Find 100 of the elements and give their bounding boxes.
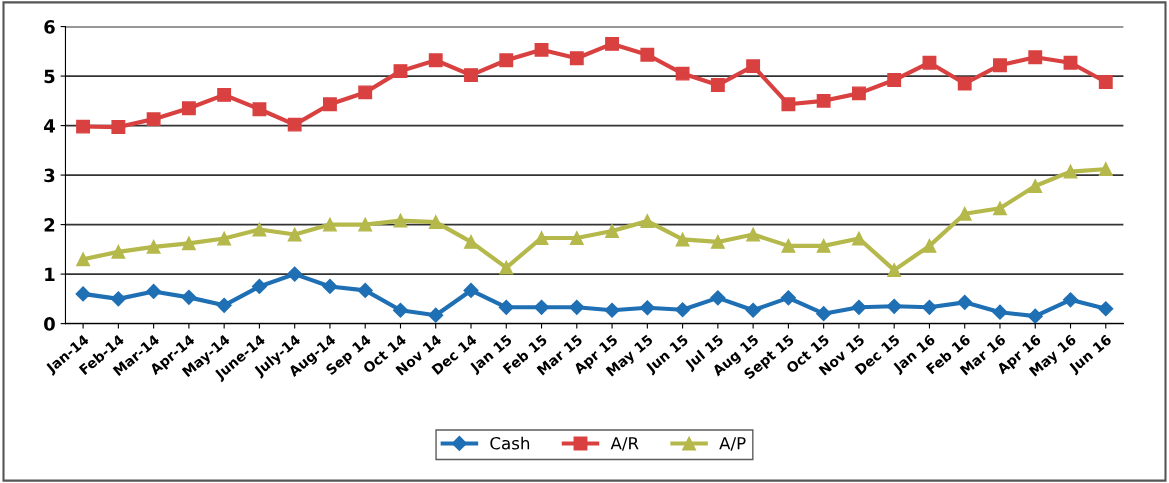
point xyxy=(675,66,690,81)
legend-label: A/P xyxy=(719,437,746,451)
point xyxy=(252,222,267,237)
point xyxy=(75,286,91,302)
point xyxy=(358,85,373,100)
point xyxy=(993,58,1007,73)
point xyxy=(922,238,937,253)
point xyxy=(569,51,584,66)
point xyxy=(1028,50,1043,65)
point xyxy=(392,302,409,318)
point xyxy=(428,53,443,68)
legend-label: A/R xyxy=(610,437,639,451)
point xyxy=(605,36,620,51)
point xyxy=(534,42,549,57)
point xyxy=(533,299,550,315)
point xyxy=(605,224,620,238)
point xyxy=(393,213,408,228)
point xyxy=(1098,75,1113,89)
point xyxy=(569,299,585,315)
point xyxy=(111,244,126,259)
point xyxy=(111,120,126,135)
point xyxy=(710,234,725,249)
point xyxy=(181,236,196,251)
point xyxy=(921,299,938,315)
point xyxy=(1063,55,1078,70)
point xyxy=(357,282,373,299)
y-tick-label: 1 xyxy=(45,267,55,281)
point xyxy=(146,239,161,254)
point xyxy=(464,68,478,83)
point xyxy=(886,298,902,314)
point xyxy=(992,304,1008,320)
point xyxy=(1098,162,1113,177)
point xyxy=(216,297,232,313)
point xyxy=(181,289,197,305)
point xyxy=(993,201,1007,216)
point xyxy=(816,238,831,253)
y-tick-label: 6 xyxy=(44,20,55,34)
point xyxy=(323,97,337,112)
point xyxy=(887,73,902,87)
point xyxy=(428,307,444,323)
point xyxy=(428,215,443,230)
point xyxy=(640,47,655,62)
point xyxy=(887,263,902,278)
y-tick-label: 5 xyxy=(44,69,55,84)
point xyxy=(922,55,937,70)
point xyxy=(640,214,655,229)
point xyxy=(358,217,373,232)
point xyxy=(851,299,867,315)
point xyxy=(957,294,973,310)
point xyxy=(534,231,549,245)
point xyxy=(639,300,655,316)
y-tick-label: 0 xyxy=(44,317,55,331)
point xyxy=(287,227,302,242)
point xyxy=(851,231,866,246)
point xyxy=(464,234,478,249)
point xyxy=(1062,292,1079,308)
point xyxy=(287,266,303,282)
point xyxy=(746,227,761,242)
point xyxy=(957,76,972,91)
point xyxy=(745,302,761,318)
point xyxy=(569,231,584,245)
y-tick-label: 3 xyxy=(44,168,55,183)
legend-label: Cash xyxy=(490,436,530,450)
point xyxy=(1027,308,1043,324)
point xyxy=(181,101,196,116)
point xyxy=(851,86,866,101)
point xyxy=(816,93,831,108)
point xyxy=(463,282,479,299)
point xyxy=(816,306,832,322)
point xyxy=(217,87,232,102)
y-tick-label: 4 xyxy=(43,119,55,133)
point xyxy=(710,290,726,306)
point xyxy=(393,64,408,79)
point xyxy=(1098,301,1114,317)
point xyxy=(746,59,761,74)
point xyxy=(76,119,91,134)
point xyxy=(323,217,337,232)
point xyxy=(498,299,514,315)
point xyxy=(1028,179,1043,193)
point xyxy=(604,302,620,318)
point xyxy=(251,278,267,295)
point xyxy=(146,283,162,300)
point xyxy=(499,53,514,68)
point xyxy=(146,112,161,127)
point xyxy=(217,231,232,246)
point xyxy=(499,260,514,275)
point xyxy=(781,238,796,253)
point xyxy=(110,291,126,307)
point xyxy=(76,252,91,267)
point xyxy=(675,302,691,318)
y-tick-label: 2 xyxy=(44,218,55,232)
point xyxy=(710,78,725,92)
point xyxy=(780,290,796,306)
point xyxy=(781,97,796,112)
point xyxy=(252,102,267,117)
point xyxy=(322,278,338,295)
point xyxy=(287,117,302,132)
point xyxy=(1063,164,1078,179)
point xyxy=(957,206,972,221)
point xyxy=(675,232,690,247)
